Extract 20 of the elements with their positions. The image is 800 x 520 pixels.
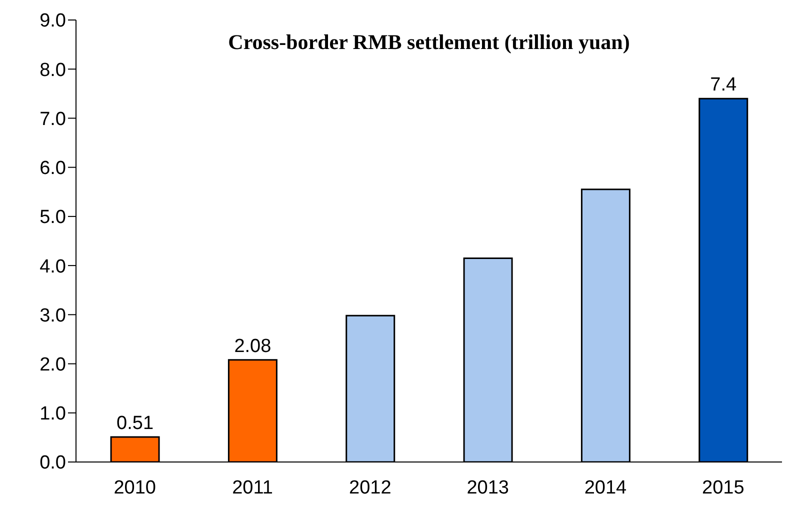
data-label: 0.51 [116,412,154,434]
y-tick-label: 0.0 [40,452,66,474]
y-tick-label: 3.0 [40,305,66,326]
y-tick-label: 7.0 [40,108,66,130]
x-tick-label: 2014 [584,477,628,498]
y-tick-label: 2.0 [40,354,66,376]
text: Cross-border RMB settlement (trillion yuan) [227,30,631,55]
y-tick-label: 1.0 [40,404,66,425]
x-tick-label: 2013 [466,477,509,498]
y-tick-label: 6.0 [40,158,66,180]
x-tick-label: 2015 [702,477,744,498]
x-tick-label: 2010 [114,477,156,498]
data-label: 2.08 [234,336,272,357]
x-tick-label: 2012 [349,477,392,498]
y-tick-label: 4.0 [40,256,66,278]
y-tick-label: 9.0 [40,10,66,32]
x-tick-label: 2011 [232,477,273,498]
y-tick-label: 5.0 [40,207,66,228]
data-label: 7.4 [710,74,737,96]
y-tick-label: 8.0 [40,60,66,81]
